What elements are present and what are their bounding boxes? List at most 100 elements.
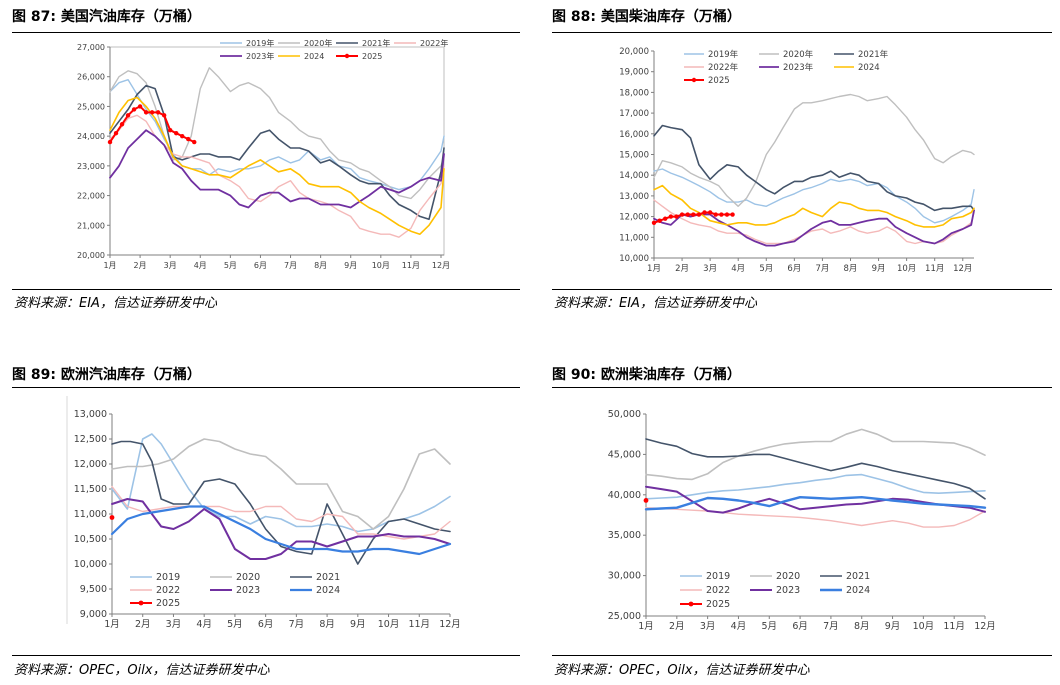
legend-label: 2023 (776, 585, 800, 596)
legend-item: 2025 (680, 599, 730, 610)
legend-item: 2021 (820, 571, 870, 582)
x-tick-label: 4月 (731, 264, 745, 274)
legend-item: 2019 (130, 572, 180, 583)
x-tick-label: 7月 (823, 621, 839, 632)
plot-frame (109, 46, 445, 256)
series-line (645, 506, 986, 528)
data-point (685, 212, 690, 217)
chart-eu-diesel: 25,000 30,000 35,000 40,000 45,000 50,000 1月 2月… (608, 409, 996, 632)
series-line (645, 473, 986, 500)
series-2019 (111, 433, 451, 533)
y-tick-label: 16,000 (619, 130, 649, 140)
y-tick-label: 17,000 (619, 109, 649, 119)
legend-item: 2021 (290, 572, 340, 583)
x-tick-label: 11月 (925, 264, 944, 274)
x-tick-label: 2月 (669, 621, 685, 632)
y-tick-label: 40,000 (608, 490, 641, 501)
series-line (111, 440, 451, 565)
source-note: 资料来源：EIA，信达证券研发中心 (14, 296, 217, 311)
data-point (696, 212, 702, 217)
series-2022年 (653, 199, 975, 245)
data-point (713, 212, 718, 217)
x-tick-label: 6月 (787, 264, 801, 274)
y-tick-label: 22,000 (77, 192, 105, 201)
legend-item: 2019年 (684, 49, 739, 60)
series-line (111, 498, 451, 560)
x-tick-label: 3月 (700, 621, 716, 632)
source-rule (12, 289, 520, 290)
y-tick-label: 15,000 (619, 151, 649, 161)
series-line (110, 505, 452, 556)
legend-label: 2025 (706, 599, 730, 610)
series-line (109, 84, 445, 221)
series-2023 (111, 498, 451, 560)
y-tick-label: 26,000 (77, 73, 105, 82)
series-line (644, 495, 987, 511)
series-line (645, 428, 986, 481)
series-2019年 (109, 79, 445, 191)
legend-item: 2022 (130, 585, 180, 596)
legend-label: 2023年 (783, 62, 814, 73)
y-tick-label: 12,000 (619, 213, 649, 223)
y-tick-label: 9,500 (80, 584, 107, 595)
legend-label: 2019年 (708, 49, 739, 60)
data-point (643, 498, 649, 503)
x-tick-label: 3月 (166, 619, 182, 630)
legend-label: 2021 (846, 571, 870, 582)
x-tick-label: 8月 (319, 619, 335, 630)
legend-label: 2022年 (708, 62, 739, 73)
data-point (668, 214, 674, 219)
y-tick-label: 11,000 (619, 233, 649, 243)
series-2019 (645, 473, 986, 500)
y-tick-label: 12,000 (74, 459, 107, 470)
legend-item: 2020 (750, 571, 800, 582)
x-tick-label: 4月 (731, 621, 747, 632)
legend-label: 2024 (316, 585, 340, 596)
y-tick-label: 50,000 (608, 409, 641, 420)
data-point (109, 515, 115, 520)
data-point (691, 212, 696, 217)
legend-label: 2020年 (304, 38, 332, 48)
y-tick-label: 10,000 (74, 559, 107, 570)
panel-eu-gasoline: 图 89: 欧洲汽油库存（万桶） 9,000 9,500 10,000 10,500 1… (12, 358, 520, 684)
chart-us-gasoline: 20,000 21,000 22,000 23,000 24,000 25,000 26,0… (77, 38, 450, 270)
legend-item: 2024 (834, 63, 880, 73)
legend-item: 2023 (210, 585, 260, 596)
x-tick-label: 1月 (638, 621, 654, 632)
y-tick-label: 19,000 (619, 68, 649, 78)
x-tick-label: 10月 (378, 619, 400, 630)
x-tick-label: 3月 (164, 261, 177, 270)
legend-label: 2024 (846, 585, 870, 596)
y-tick-label: 18,000 (619, 88, 649, 98)
title-rule (552, 387, 1052, 388)
x-tick-label: 12月 (432, 261, 450, 270)
series-2023 (645, 485, 986, 514)
series-2025 (109, 515, 115, 520)
title-rule (552, 32, 1052, 33)
x-tick-label: 8月 (844, 264, 858, 274)
legend-item: 2021年 (834, 49, 889, 60)
x-tick-label: 5月 (759, 264, 773, 274)
panel-us-diesel: 图 88: 美国柴油库存（万桶） 10,000 11,000 12,000 13,00… (552, 0, 1052, 320)
x-tick-label: 8月 (854, 621, 870, 632)
data-point (167, 128, 173, 133)
x-tick-label: 6月 (254, 261, 267, 270)
x-tick-label: 5月 (761, 621, 777, 632)
figure-title: 图 88: 美国柴油库存（万桶） (552, 9, 741, 25)
legend-label: 2023 (236, 585, 260, 596)
legend-label: 2022 (706, 585, 730, 596)
source-note: 资料来源：OPEC，Oilx，信达证券研发中心 (554, 663, 810, 678)
x-tick-label: 4月 (194, 261, 207, 270)
series-line (109, 79, 445, 191)
legend-label: 2019年 (246, 38, 274, 48)
y-tick-label: 30,000 (608, 571, 641, 582)
series-2021年 (653, 124, 975, 212)
legend-item: 2025 (336, 52, 382, 61)
legend-label: 2022年 (420, 38, 448, 48)
series-2024 (644, 495, 987, 511)
x-tick-label: 11月 (943, 621, 965, 632)
legend-item: 2020年 (759, 49, 814, 60)
y-tick-label: 24,000 (77, 132, 105, 141)
legend-item: 2023年 (220, 51, 274, 61)
figure-title: 图 89: 欧洲汽油库存（万桶） (12, 367, 201, 383)
